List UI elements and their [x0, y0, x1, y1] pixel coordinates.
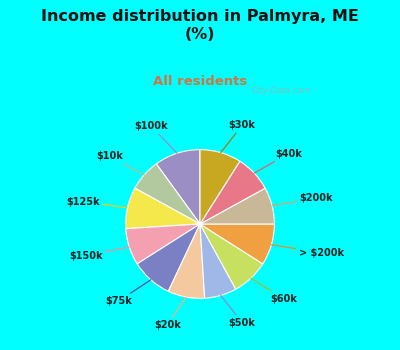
Text: City-Data.com: City-Data.com [252, 86, 312, 95]
Text: $60k: $60k [251, 278, 297, 304]
Text: $200k: $200k [272, 194, 333, 205]
Wedge shape [200, 149, 240, 224]
Wedge shape [200, 224, 263, 289]
Text: $50k: $50k [221, 295, 256, 328]
Wedge shape [126, 188, 200, 229]
Text: $20k: $20k [154, 297, 186, 330]
Text: All residents: All residents [153, 75, 247, 88]
Text: $10k: $10k [96, 151, 144, 175]
Wedge shape [200, 161, 265, 224]
Wedge shape [200, 224, 274, 264]
Wedge shape [135, 164, 200, 224]
Wedge shape [200, 224, 236, 298]
Text: $75k: $75k [105, 280, 151, 306]
Wedge shape [137, 224, 200, 291]
Wedge shape [126, 224, 200, 264]
Wedge shape [200, 188, 274, 224]
Text: $40k: $40k [254, 149, 302, 173]
Wedge shape [168, 224, 205, 298]
Text: $150k: $150k [69, 247, 129, 261]
Wedge shape [156, 149, 200, 224]
Text: $125k: $125k [66, 197, 128, 208]
Text: > $200k: > $200k [272, 245, 344, 258]
Text: Income distribution in Palmyra, ME
(%): Income distribution in Palmyra, ME (%) [41, 9, 359, 42]
Text: $100k: $100k [135, 121, 177, 153]
Text: $30k: $30k [221, 120, 256, 153]
